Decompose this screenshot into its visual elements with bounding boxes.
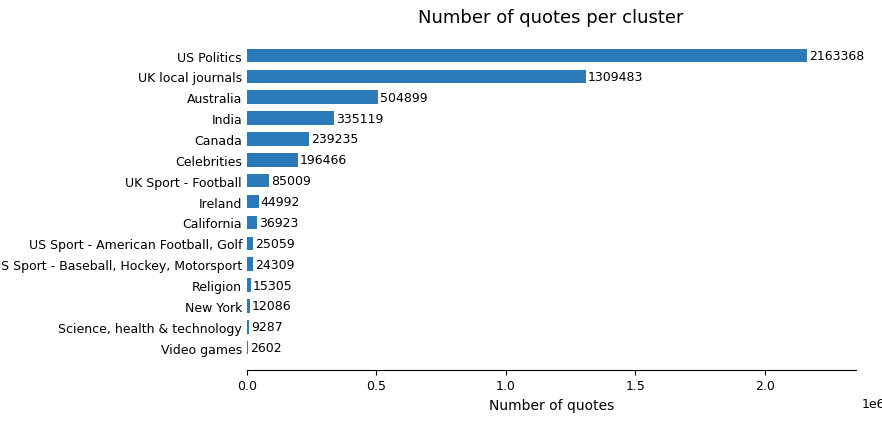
Text: 2163368: 2163368 xyxy=(810,50,864,63)
Text: 12086: 12086 xyxy=(252,300,292,313)
Text: 36923: 36923 xyxy=(258,216,298,229)
Bar xyxy=(247,112,333,126)
Bar xyxy=(247,279,250,292)
Bar xyxy=(247,175,269,188)
Text: 196466: 196466 xyxy=(300,154,348,167)
X-axis label: Number of quotes: Number of quotes xyxy=(489,398,614,412)
Bar xyxy=(247,91,377,105)
Bar xyxy=(247,258,253,271)
Text: 15305: 15305 xyxy=(253,279,293,292)
Text: 24309: 24309 xyxy=(255,258,295,271)
Bar xyxy=(247,195,258,209)
Bar xyxy=(247,237,253,251)
Text: 335119: 335119 xyxy=(336,112,383,125)
Bar xyxy=(247,154,298,167)
Text: 239235: 239235 xyxy=(311,133,358,146)
Text: 1309483: 1309483 xyxy=(588,71,644,84)
Bar xyxy=(247,133,309,147)
Bar xyxy=(247,49,807,63)
Text: 504899: 504899 xyxy=(380,92,428,104)
Text: 44992: 44992 xyxy=(261,196,300,209)
Text: 2602: 2602 xyxy=(250,341,281,354)
Bar xyxy=(247,71,586,84)
Text: 85009: 85009 xyxy=(271,175,311,188)
Text: 25059: 25059 xyxy=(256,237,295,250)
Text: 9287: 9287 xyxy=(251,320,283,333)
Text: 1e6: 1e6 xyxy=(862,396,882,410)
Bar xyxy=(247,299,250,313)
Bar xyxy=(247,216,257,230)
Bar xyxy=(247,320,250,334)
Title: Number of quotes per cluster: Number of quotes per cluster xyxy=(418,9,684,28)
